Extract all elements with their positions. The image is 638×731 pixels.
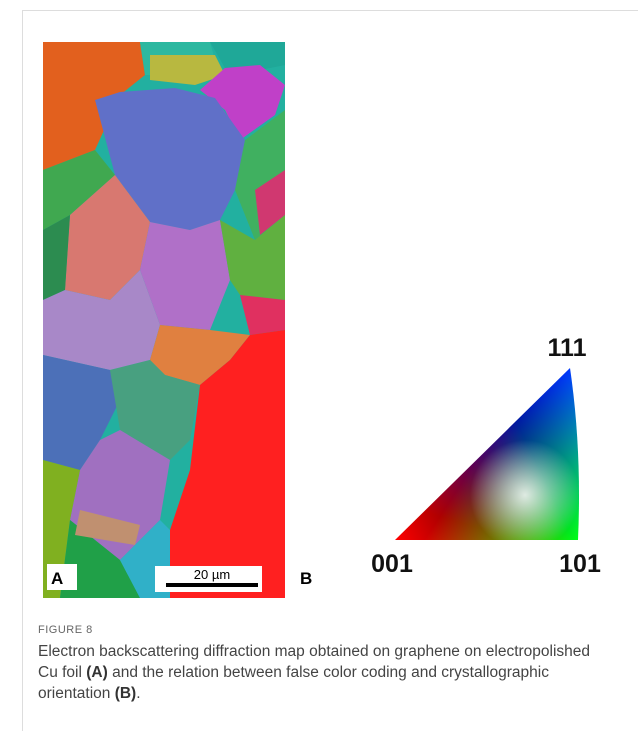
caption-ref: (B) xyxy=(115,685,137,702)
ebsd-map xyxy=(43,42,285,598)
scale-label: 20 µm xyxy=(194,567,230,582)
scale-bar xyxy=(166,583,258,587)
page: A 20 µm B 111 001 101 FIGURE 8 Electron … xyxy=(0,0,638,731)
triangle-label: 001 xyxy=(371,550,413,578)
caption: Electron backscattering diffraction map … xyxy=(38,641,598,704)
triangle-label: 101 xyxy=(559,550,601,578)
caption-text: . xyxy=(136,685,140,702)
figure-panels: A 20 µm B 111 001 101 xyxy=(0,0,638,620)
caption-ref: (A) xyxy=(86,664,108,681)
color-key xyxy=(390,360,590,550)
caption-label: FIGURE 8 xyxy=(38,624,93,636)
panel-label: B xyxy=(300,569,312,588)
panel-label: A xyxy=(51,569,63,588)
triangle-label: 111 xyxy=(548,334,587,362)
